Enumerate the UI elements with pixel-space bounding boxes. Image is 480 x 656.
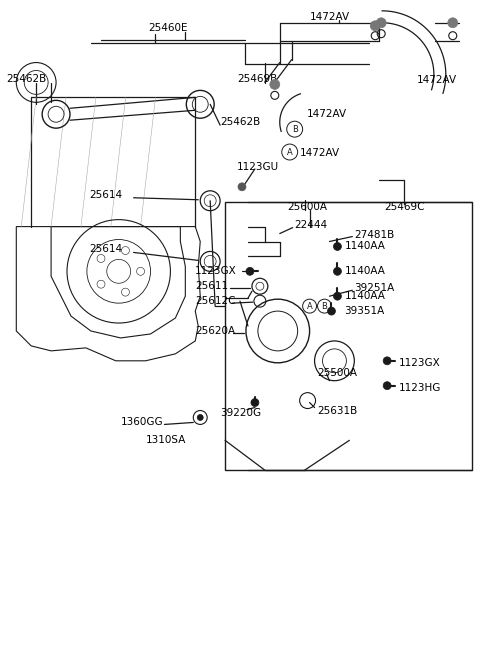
Circle shape [334,243,341,251]
Text: 25612C: 25612C [195,296,236,306]
Circle shape [238,183,246,191]
Circle shape [448,18,458,28]
Text: 25462B: 25462B [220,117,260,127]
Circle shape [383,357,391,365]
Text: 25469C: 25469C [384,201,425,212]
Text: 39220G: 39220G [220,407,261,417]
Text: 25469B: 25469B [237,74,277,85]
Circle shape [197,415,203,420]
Text: 1123GU: 1123GU [237,162,279,172]
Text: 1310SA: 1310SA [145,436,186,445]
Text: 25611: 25611 [195,281,228,291]
Bar [225,202,472,470]
Circle shape [246,268,254,276]
Text: 27481B: 27481B [354,230,395,239]
Text: 1472AV: 1472AV [300,148,340,158]
Text: 1472AV: 1472AV [417,75,457,85]
Text: 1140AA: 1140AA [344,266,385,276]
Text: 1140AA: 1140AA [344,241,385,251]
Text: 25614: 25614 [89,190,122,200]
Text: 25600A: 25600A [288,201,328,212]
Text: B: B [322,302,327,311]
Text: 39351A: 39351A [344,306,384,316]
Text: 25462B: 25462B [6,74,47,85]
Text: 1123GX: 1123GX [399,358,441,368]
Text: 25460E: 25460E [148,23,188,33]
Text: B: B [292,125,298,134]
Text: 1140AA: 1140AA [344,291,385,301]
Text: 1123HG: 1123HG [399,382,442,393]
Text: A: A [287,148,293,157]
Text: 25500A: 25500A [318,368,358,378]
Circle shape [251,399,259,407]
Text: 25614: 25614 [89,245,122,255]
Circle shape [383,382,391,390]
Text: 25631B: 25631B [318,405,358,415]
Text: 22444: 22444 [295,220,328,230]
Text: 1123GX: 1123GX [195,266,237,276]
Circle shape [327,307,336,315]
Text: 1360GG: 1360GG [120,417,163,428]
Text: 39251A: 39251A [354,283,395,293]
Text: 1472AV: 1472AV [307,110,347,119]
Circle shape [334,292,341,300]
Text: 25620A: 25620A [195,326,235,336]
Circle shape [376,18,386,28]
Text: A: A [307,302,312,311]
Circle shape [334,268,341,276]
Circle shape [370,21,380,31]
Text: 1472AV: 1472AV [310,12,350,22]
Circle shape [270,79,280,89]
